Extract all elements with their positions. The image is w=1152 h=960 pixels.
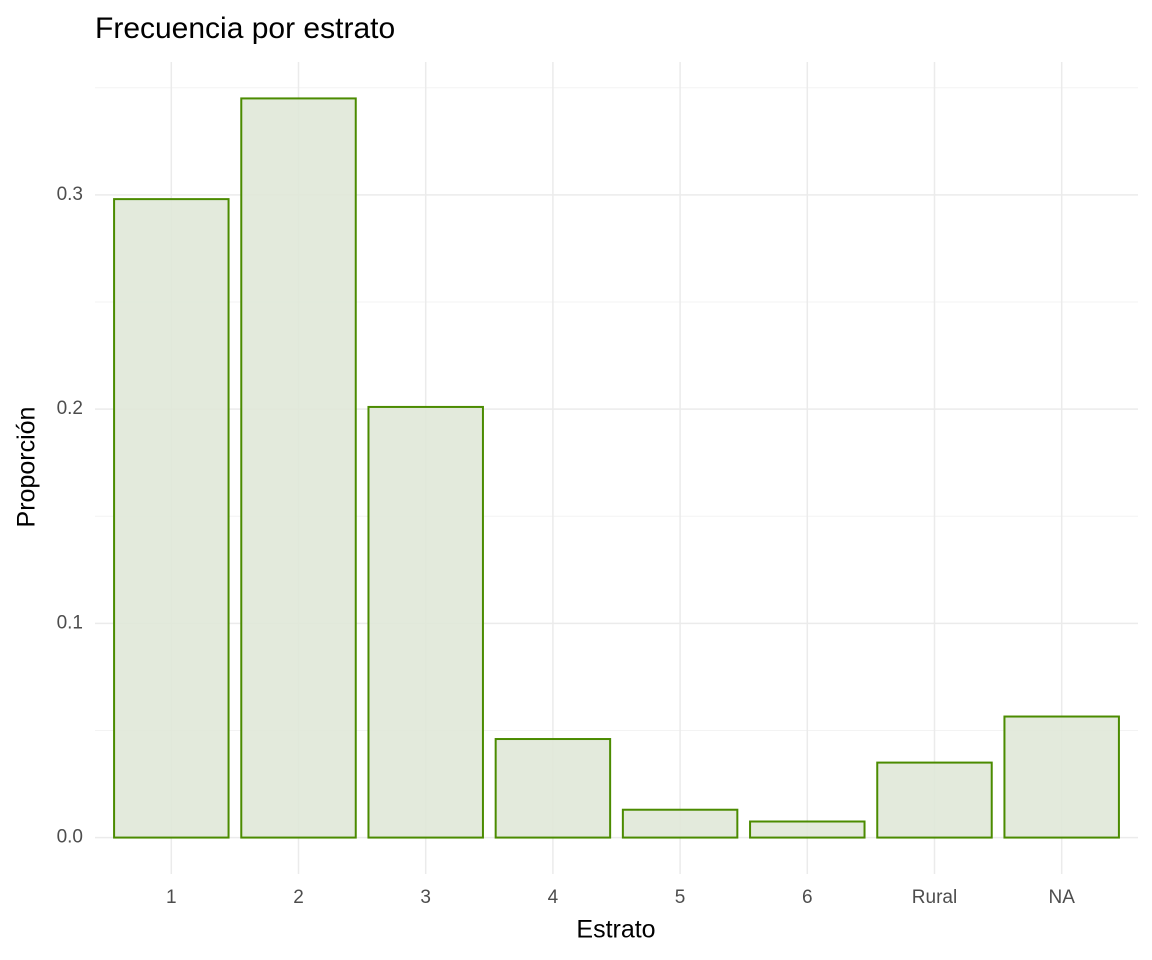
chart-title: Frecuencia por estrato [95, 12, 395, 45]
bar [494, 738, 612, 839]
x-tick-label: 2 [293, 887, 304, 908]
bar [367, 405, 484, 839]
y-tick-label: 0.2 [57, 398, 83, 419]
y-tick-label: 0.1 [57, 612, 83, 633]
bar [876, 761, 993, 839]
x-axis-label: Estrato [576, 916, 655, 944]
x-tick-label: 4 [548, 887, 559, 908]
bar [240, 97, 357, 839]
y-tick-label: 0.0 [57, 827, 83, 848]
y-axis-label: Proporción [13, 407, 41, 528]
x-tick-label: 1 [166, 887, 177, 908]
bar [1003, 715, 1120, 839]
x-tick-label: NA [1048, 887, 1075, 908]
bar [621, 808, 739, 839]
x-tick-label: 6 [802, 887, 813, 908]
y-tick-label: 0.3 [57, 184, 83, 205]
x-tick-label: 3 [420, 887, 431, 908]
bar [749, 820, 866, 839]
x-tick-label: 5 [675, 887, 686, 908]
bar [113, 198, 230, 839]
x-tick-label: Rural [912, 887, 957, 908]
